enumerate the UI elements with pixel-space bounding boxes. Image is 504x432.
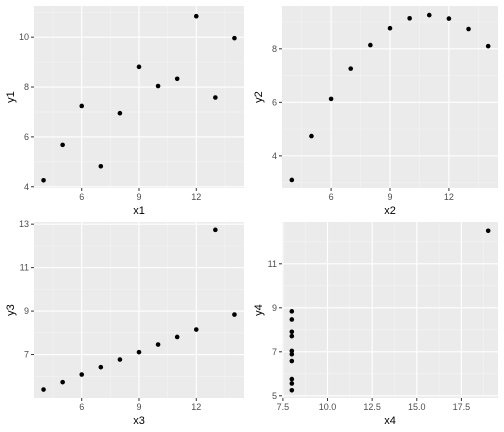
panel-2-x-tick-label: 9 (387, 192, 392, 202)
panel-4-point (289, 348, 295, 354)
panel-1-x-axis-title: x1 (133, 205, 145, 217)
panel-3-point (41, 387, 46, 392)
panel-4-point (289, 376, 295, 382)
panel-4-point (289, 358, 295, 364)
panel-4-x-tick-label: 15.0 (408, 402, 426, 412)
panel-3-point (79, 372, 85, 377)
panel-2-point (348, 66, 354, 71)
panel-3-y-tick-label: 13 (19, 219, 29, 229)
panel-3-y-axis-title: y3 (5, 304, 17, 316)
panel-4-point (485, 228, 491, 234)
panel-4-point (289, 333, 295, 339)
panel-4-x-tick-label: 7.5 (277, 402, 290, 412)
panel-1-x-tick-label: 12 (191, 192, 201, 202)
panel-3: 6 9 12 7 9 11 13 x3 y3 (5, 219, 244, 427)
panel-1-y-tick-label: 6 (24, 132, 29, 142)
panel-4-y-tick-label: 5 (272, 391, 277, 401)
panel-2-x-tick-label: 6 (329, 192, 334, 202)
panel-3-x-tick-label: 12 (191, 402, 201, 412)
panel-1-point (60, 142, 65, 148)
panel-4-point (289, 381, 295, 386)
panel-3-point (193, 327, 199, 332)
panel-4-point (289, 309, 295, 314)
panel-2-point (309, 133, 314, 139)
panel-1: 6 9 12 4 6 8 10 x1 y1 (5, 6, 244, 217)
panel-1-y-tick-label: 8 (24, 82, 29, 92)
panel-1-y-axis-title: y1 (5, 91, 17, 103)
panel-2-y-tick-label: 6 (272, 97, 277, 107)
panel-1-point (155, 83, 161, 89)
panel-4-point (289, 329, 295, 335)
panel-4: 7.5 10.0 12.5 15.0 17.5 5 7 9 11 x4 y4 (253, 222, 498, 427)
panel-4-background (282, 222, 498, 398)
panel-3-x-tick-label: 6 (79, 402, 84, 412)
panel-3-point (174, 334, 180, 340)
panel-2-point (407, 16, 412, 21)
panel-2-point (289, 177, 295, 183)
panel-4-y-tick-label: 7 (272, 347, 277, 357)
panel-1-point (193, 13, 199, 19)
panel-3-point (117, 357, 123, 362)
panel-1-x-tick-label: 6 (79, 192, 84, 202)
panel-2-point (387, 25, 393, 31)
panel-3-y-tick-label: 11 (20, 263, 29, 273)
panel-1-point (98, 164, 104, 169)
panel-4-y-axis-title: y4 (253, 304, 265, 316)
panel-2: 6 9 12 4 6 8 x2 y2 (253, 6, 498, 217)
panel-1-point (232, 35, 237, 41)
panel-1-point (41, 177, 46, 183)
panel-4-point (289, 351, 295, 357)
panel-3-point (213, 227, 218, 233)
panel-4-y-tick-label: 11 (268, 259, 277, 269)
panel-2-point (368, 42, 373, 48)
panel-2-x-axis-title: x2 (384, 205, 396, 217)
panel-1-y-tick-label: 10 (19, 32, 29, 42)
panel-3-point (60, 379, 65, 385)
panel-2-y-tick-label: 8 (272, 44, 277, 54)
panel-3-x-tick-label: 9 (136, 402, 141, 412)
panel-2-point (328, 96, 334, 102)
panel-2-x-tick-label: 12 (444, 192, 454, 202)
panel-4-x-tick-label: 10.0 (319, 402, 337, 412)
panel-2-y-axis-title: y2 (253, 91, 265, 103)
panel-1-x-tick-label: 9 (136, 192, 141, 202)
panel-3-point (155, 342, 161, 347)
panel-4-point (289, 317, 295, 322)
panel-1-y-tick-label: 4 (24, 182, 29, 192)
panel-1-point (174, 76, 180, 82)
panel-4-y-tick-label: 9 (272, 303, 277, 313)
panel-3-x-axis-title: x3 (133, 415, 145, 427)
panel-1-point (79, 103, 85, 109)
panel-4-x-tick-label: 12.5 (363, 402, 381, 412)
panel-4-x-tick-label: 17.5 (453, 402, 471, 412)
panel-3-point (136, 349, 142, 355)
panel-2-point (466, 26, 471, 32)
panel-2-point (446, 16, 452, 21)
panel-3-y-tick-label: 9 (24, 306, 29, 316)
panel-3-point (98, 364, 104, 370)
panel-4-x-axis-title: x4 (384, 415, 396, 427)
panel-2-point (426, 12, 432, 18)
panel-4-point (289, 388, 295, 393)
panel-2-point (485, 43, 491, 49)
panel-1-point (117, 110, 123, 116)
panel-3-point (232, 312, 237, 317)
panel-2-y-tick-label: 4 (272, 151, 277, 161)
panel-1-point (136, 64, 142, 70)
panel-3-y-tick-label: 7 (24, 350, 29, 360)
panel-1-point (213, 95, 218, 100)
